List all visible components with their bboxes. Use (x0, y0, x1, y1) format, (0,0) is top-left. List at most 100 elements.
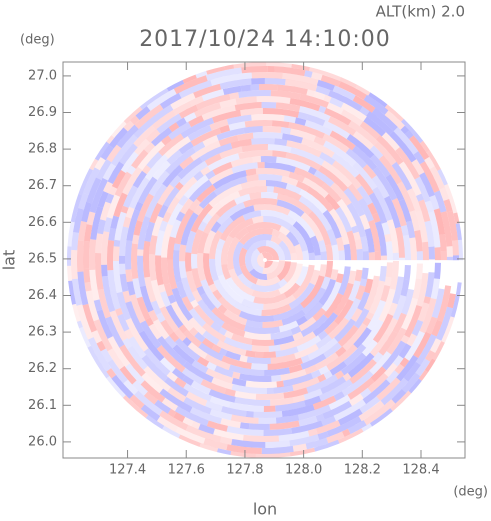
radar-cell (261, 445, 294, 454)
radar-cell (176, 117, 187, 128)
radar-cell (344, 298, 361, 321)
radar-cell (183, 112, 197, 123)
radar-cell (266, 260, 285, 280)
radar-cell (191, 420, 201, 430)
radar-cell (273, 303, 304, 322)
radar-cell (245, 350, 256, 358)
radar-cell (355, 173, 374, 196)
radar-cell (91, 330, 102, 344)
radar-cell (401, 297, 419, 331)
radar-cell (329, 97, 344, 108)
radar-cell (107, 359, 128, 384)
radar-cell (116, 291, 132, 321)
radar-cell (172, 344, 196, 365)
radar-cell (178, 195, 189, 207)
radar-cell (226, 444, 262, 454)
radar-cell (335, 237, 345, 251)
radar-cell (228, 364, 265, 376)
radar-cell (296, 335, 322, 353)
radar-cell (168, 122, 180, 133)
radar-cell (76, 320, 83, 329)
radar-cell (400, 225, 409, 236)
radar-cell (119, 273, 129, 292)
radar-cell (164, 377, 189, 397)
radar-cell (134, 104, 164, 129)
radar-cell (265, 440, 291, 448)
radar-cell (242, 234, 273, 251)
radar-cell (251, 248, 264, 274)
radar-cell (159, 220, 168, 232)
radar-cell (113, 260, 123, 294)
radar-cell (292, 376, 320, 391)
radar-cell (283, 282, 301, 299)
radar-cell (196, 184, 217, 203)
radar-cell (137, 255, 146, 287)
radar-cell (372, 313, 394, 344)
radar-cell (134, 201, 144, 212)
radar-cell (234, 390, 257, 400)
radar-cell (284, 79, 318, 92)
radar-cell (414, 229, 423, 252)
radar-cell (197, 231, 209, 254)
radar-cell (428, 211, 441, 248)
radar-cell (221, 321, 246, 338)
radar-cell (292, 221, 315, 254)
radar-cell (358, 400, 385, 422)
radar-cell (190, 140, 221, 161)
radar-cell (349, 358, 377, 385)
x-tick-label: 127.8 (226, 463, 263, 478)
radar-cell (235, 96, 257, 105)
radar-cell (391, 161, 413, 191)
radar-cell (143, 365, 171, 392)
radar-cell (262, 261, 279, 274)
radar-cell (271, 229, 281, 238)
radar-cell (229, 401, 264, 412)
radar-cell (216, 238, 226, 251)
radar-cell (333, 299, 354, 325)
radar-cell (140, 320, 162, 349)
x-tick-label: 127.6 (168, 463, 205, 478)
radar-cell (193, 304, 215, 327)
radar-cell (283, 373, 314, 387)
radar-cell (240, 180, 267, 190)
radar-cell (271, 120, 290, 129)
radar-cell (245, 319, 263, 328)
radar-cell (132, 234, 140, 245)
radar-cell (221, 406, 247, 417)
radar-cell (169, 331, 180, 343)
radar-cell (270, 235, 283, 245)
radar-cell (425, 316, 438, 335)
radar-cell (308, 252, 315, 261)
radar-cell (329, 208, 340, 221)
radar-cell (149, 254, 157, 281)
radar-cell (221, 355, 252, 370)
x-unit: (deg) (453, 485, 488, 500)
radar-cell (185, 252, 192, 272)
radar-cell (424, 272, 435, 298)
radar-cell (216, 339, 247, 356)
radar-cell (255, 276, 281, 287)
radar-cell (363, 94, 389, 115)
radar-cell (199, 142, 233, 163)
radar-cell (313, 91, 326, 101)
radar-cell (229, 92, 240, 100)
radar-cell (178, 324, 188, 334)
radar-cell (273, 335, 295, 346)
radar-cell (289, 434, 320, 447)
radar-cell (178, 80, 213, 99)
radar-cell (190, 203, 213, 233)
radar-cell (249, 192, 262, 200)
radar-cell (322, 133, 350, 154)
radar-cell (374, 251, 381, 261)
radar-cell (138, 330, 165, 362)
radar-cell (209, 408, 233, 421)
chart-title: 2017/10/24 14:10:00 (139, 27, 391, 52)
radar-cell (359, 396, 381, 414)
radar-cell (150, 127, 173, 147)
radar-cell (362, 379, 391, 405)
radar-cell (447, 293, 456, 309)
radar-cell (152, 160, 171, 181)
radar-cell (125, 318, 149, 352)
radar-cell (315, 334, 333, 349)
radar-cell (192, 141, 206, 153)
